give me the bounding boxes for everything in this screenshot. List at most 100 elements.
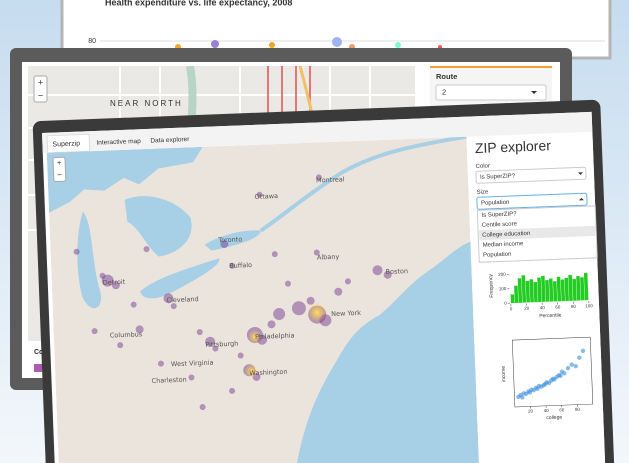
city-label: Pittsburgh	[205, 340, 238, 349]
map-bubble	[163, 293, 174, 304]
map-bubble	[372, 265, 383, 276]
x-tick-label: 60	[559, 407, 565, 412]
lake-ontario	[204, 230, 261, 251]
city-label: Ottawa	[254, 192, 278, 201]
route-value[interactable]: 2	[442, 87, 446, 96]
map-bubble	[271, 251, 278, 258]
tab-bar	[42, 111, 593, 153]
scatter-point	[569, 362, 574, 367]
map-bubble	[99, 272, 106, 279]
hist-bar	[510, 294, 515, 304]
map-bubble	[188, 374, 195, 381]
hist-bar	[541, 275, 546, 302]
lake-erie	[140, 258, 220, 299]
bubble-layer	[73, 174, 392, 411]
map-highlight	[307, 302, 328, 323]
scatter-point	[573, 363, 578, 369]
scatter-point	[558, 373, 563, 378]
map-bubble	[344, 278, 351, 285]
map-bubble	[111, 281, 120, 290]
map-bubble	[256, 191, 263, 198]
hist-bar	[533, 281, 538, 303]
hist-bar	[537, 277, 542, 303]
dropdown-option[interactable]: Population	[483, 252, 512, 259]
x-tick-label: 100	[585, 303, 593, 308]
dropdown-option[interactable]: Centile score	[482, 221, 518, 228]
zoom-in[interactable]: +	[57, 158, 62, 167]
dropdown-option[interactable]: Median income	[483, 241, 525, 249]
hist-bar	[560, 279, 566, 302]
city-label: West Virginia	[171, 359, 214, 369]
hist-bar	[568, 274, 573, 301]
hist-bar	[529, 279, 534, 303]
atlantic	[295, 241, 480, 463]
city-label: Buffalo	[229, 261, 252, 270]
y-axis-label: income	[501, 366, 508, 383]
scatter-point	[580, 348, 586, 353]
tab[interactable]: Superzip	[52, 140, 80, 148]
caret	[531, 91, 537, 94]
hist-bar	[521, 275, 527, 303]
x-tick-label: 20	[524, 306, 530, 311]
route-select[interactable]	[435, 84, 547, 101]
map-bubble	[73, 248, 80, 255]
city-label: Cleveland	[166, 295, 199, 304]
city-label: Charleston	[151, 376, 186, 385]
zoom-control[interactable]	[52, 156, 67, 183]
city-label: New York	[331, 309, 361, 318]
map-bubble	[273, 308, 286, 321]
tab[interactable]: Data explorer	[150, 136, 190, 145]
scatter-point	[562, 371, 567, 376]
map-bubble	[334, 287, 343, 296]
y-tick-label: 100	[499, 286, 507, 291]
color-select[interactable]	[475, 166, 587, 184]
dropdown-option[interactable]: Is SuperZIP?	[481, 211, 517, 218]
legend-swatch	[34, 364, 42, 372]
size-value[interactable]: Population	[481, 200, 510, 207]
scatter-point	[565, 365, 571, 371]
st-lawrence	[259, 136, 467, 233]
x-tick-label: 20	[528, 409, 534, 414]
map-bubble	[130, 301, 137, 308]
color-value[interactable]: Is SuperZIP?	[480, 173, 516, 180]
x-tick-label: 40	[544, 408, 550, 413]
y-axis-label: Frequency	[488, 273, 495, 297]
caret	[577, 172, 583, 175]
panel-accent	[430, 66, 552, 68]
color-label: Color	[476, 163, 491, 170]
map-bubble	[313, 249, 320, 256]
zoom-out[interactable]: −	[38, 90, 43, 100]
city-label: Detroit	[103, 278, 126, 287]
map-bubble	[196, 329, 203, 336]
option-highlight	[479, 225, 596, 241]
dropdown: Is SuperZIP? Centile score College educati…	[476, 205, 598, 263]
x-tick-label: 80	[571, 304, 577, 309]
histogram: 0 100 200 0 20 40 60 80 100 Frequency Percentile	[488, 272, 593, 320]
city-label: Montreal	[316, 175, 345, 184]
city-label: Columbus	[110, 330, 143, 339]
caret	[578, 197, 584, 201]
map-bubble	[291, 301, 306, 316]
back-y-tick: 80	[88, 38, 96, 45]
superzip-app: Superzip Interactive map Data explorer O…	[32, 99, 615, 463]
x-axis-label: college	[546, 415, 562, 422]
tab[interactable]: Interactive map	[96, 138, 141, 147]
x-axis-label: Percentile	[539, 313, 562, 320]
x-tick-label: 80	[575, 407, 581, 412]
size-label: Size	[477, 189, 490, 195]
scatter-point	[577, 355, 582, 360]
zoom-out[interactable]: −	[57, 170, 62, 179]
x-tick-label: 0	[510, 306, 513, 311]
hist-bar	[545, 280, 550, 302]
back-dot	[269, 42, 275, 48]
size-select[interactable]	[476, 192, 588, 210]
lake-michigan	[77, 211, 102, 309]
panel-title: ZIP explorer	[475, 137, 552, 156]
city-label: Toronto	[217, 235, 242, 244]
back-title: Health expenditure vs. life expectancy, …	[105, 0, 292, 7]
zoom-in[interactable]: +	[38, 77, 43, 87]
x-tick-label: 60	[555, 304, 561, 309]
dropdown-option[interactable]: College education	[482, 231, 530, 239]
zoom-control[interactable]	[33, 75, 48, 103]
